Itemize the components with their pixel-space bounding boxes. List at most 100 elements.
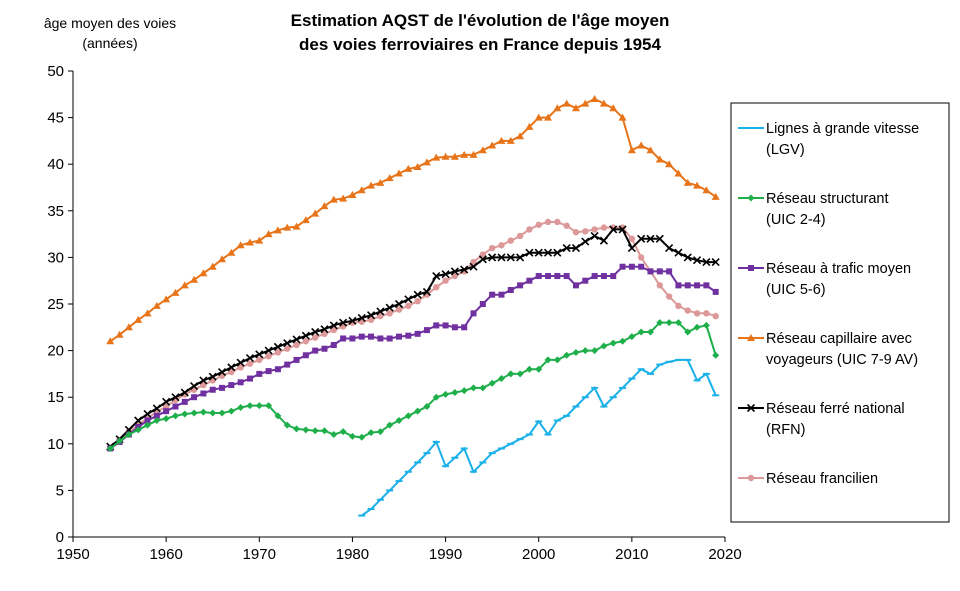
legend-label: Réseau à trafic moyen xyxy=(766,261,911,277)
series-3-point xyxy=(590,94,599,102)
legend-entry-4: Réseau ferré national (RFN) xyxy=(738,401,905,438)
series-1-point xyxy=(544,356,552,364)
series-4-point xyxy=(488,253,497,262)
series-1-point xyxy=(311,427,319,435)
series-5-point xyxy=(237,364,244,371)
series-2-point xyxy=(368,333,375,340)
series-3-point xyxy=(422,158,431,166)
series-1-point xyxy=(144,421,152,429)
legend-swatch-marker xyxy=(746,403,756,413)
series-3-point xyxy=(581,99,590,107)
series-3-point xyxy=(348,190,357,198)
series-2-point xyxy=(396,333,402,340)
series-2-point xyxy=(675,282,682,289)
legend-swatch-marker xyxy=(748,265,754,271)
y-tick-label: 5 xyxy=(56,482,64,499)
series-4-point xyxy=(357,313,366,323)
x-tick-label: 1950 xyxy=(56,546,89,563)
legend-label: Réseau capillaire avec xyxy=(766,331,912,347)
series-1-point xyxy=(246,402,254,410)
y-axis-label-line-1: âge moyen des voies xyxy=(44,15,176,31)
series-3-line xyxy=(109,97,717,343)
series-4-point xyxy=(329,321,338,330)
series-3-point xyxy=(115,330,124,338)
series-5-point xyxy=(470,258,477,266)
series-2-point xyxy=(433,322,440,329)
series-5-point xyxy=(488,244,496,252)
series-2-point xyxy=(498,291,505,298)
chart-title-line-1: Estimation AQST de l'évolution de l'âge … xyxy=(291,11,670,30)
series-2-point xyxy=(582,277,589,284)
series-1-point xyxy=(274,412,282,420)
series-4-point xyxy=(217,367,227,377)
series-3-point xyxy=(460,150,469,158)
series-1-point xyxy=(628,333,636,341)
legend-label: voyageurs (UIC 7-9 AV) xyxy=(766,352,918,368)
series-1-point xyxy=(563,351,571,359)
series-4-point xyxy=(422,287,432,296)
series-3-point xyxy=(469,150,478,158)
series-4-point xyxy=(348,316,357,325)
series-2-point xyxy=(181,398,188,405)
series-5-point xyxy=(405,302,412,310)
series-1-point xyxy=(320,427,328,435)
series-1-point xyxy=(646,328,654,336)
series-4-point xyxy=(497,253,506,262)
legend-label: (UIC 2-4) xyxy=(766,212,826,228)
series-4-point xyxy=(162,397,171,406)
series-3-point xyxy=(255,236,264,244)
series-2-point xyxy=(191,394,198,401)
series-3-point xyxy=(441,152,450,160)
series-5-point xyxy=(246,360,254,367)
series-1-point xyxy=(227,407,235,415)
series-3-point xyxy=(450,152,459,160)
series-2-point xyxy=(256,370,263,377)
series-2-point xyxy=(358,333,365,340)
series-2-point xyxy=(442,322,449,329)
series-5-point xyxy=(367,316,375,324)
series-3-point xyxy=(413,162,422,170)
series-2-point xyxy=(591,273,598,280)
series-5-point xyxy=(451,272,459,280)
series-3-point xyxy=(395,169,403,177)
y-tick-label: 15 xyxy=(47,389,64,406)
y-tick-label: 20 xyxy=(47,343,64,360)
series-3-point xyxy=(320,202,329,210)
series-3-point xyxy=(199,269,208,277)
series-4-point xyxy=(190,381,199,391)
series-2-point xyxy=(666,268,673,275)
series-1-point xyxy=(497,375,505,383)
series-1-point xyxy=(591,347,599,355)
series-4-point xyxy=(152,404,161,413)
series-5-point xyxy=(554,218,561,226)
series-5-point xyxy=(712,312,719,320)
series-2-point xyxy=(144,417,151,424)
series-1-point xyxy=(702,321,710,329)
series-1-point xyxy=(460,387,468,395)
series-3-point xyxy=(190,275,199,283)
series-5-point xyxy=(684,307,691,314)
series-3-point xyxy=(646,146,655,154)
legend-entry-5: Réseau francilien xyxy=(738,471,878,487)
series-1-point xyxy=(665,319,673,327)
series-4-point xyxy=(571,244,581,253)
series-5-point xyxy=(311,334,319,341)
series-1-point xyxy=(125,430,133,438)
series-5-point xyxy=(395,306,403,313)
series-3-point xyxy=(264,230,273,238)
series-1-point xyxy=(674,319,682,327)
legend-label: (LGV) xyxy=(766,142,805,158)
series-3-point xyxy=(674,169,683,177)
series-2-point xyxy=(507,287,514,294)
series-3-point xyxy=(693,181,702,189)
series-3-point xyxy=(683,178,692,186)
series-4-point xyxy=(339,318,348,327)
series-2-point xyxy=(302,352,309,359)
series-1-point xyxy=(423,403,431,411)
series-1-point xyxy=(302,426,310,434)
legend-label: (UIC 5-6) xyxy=(766,282,826,298)
series-1-point xyxy=(209,409,217,417)
series-2-point xyxy=(563,273,570,280)
series-5-point xyxy=(516,232,524,240)
series-3-point xyxy=(711,192,720,200)
